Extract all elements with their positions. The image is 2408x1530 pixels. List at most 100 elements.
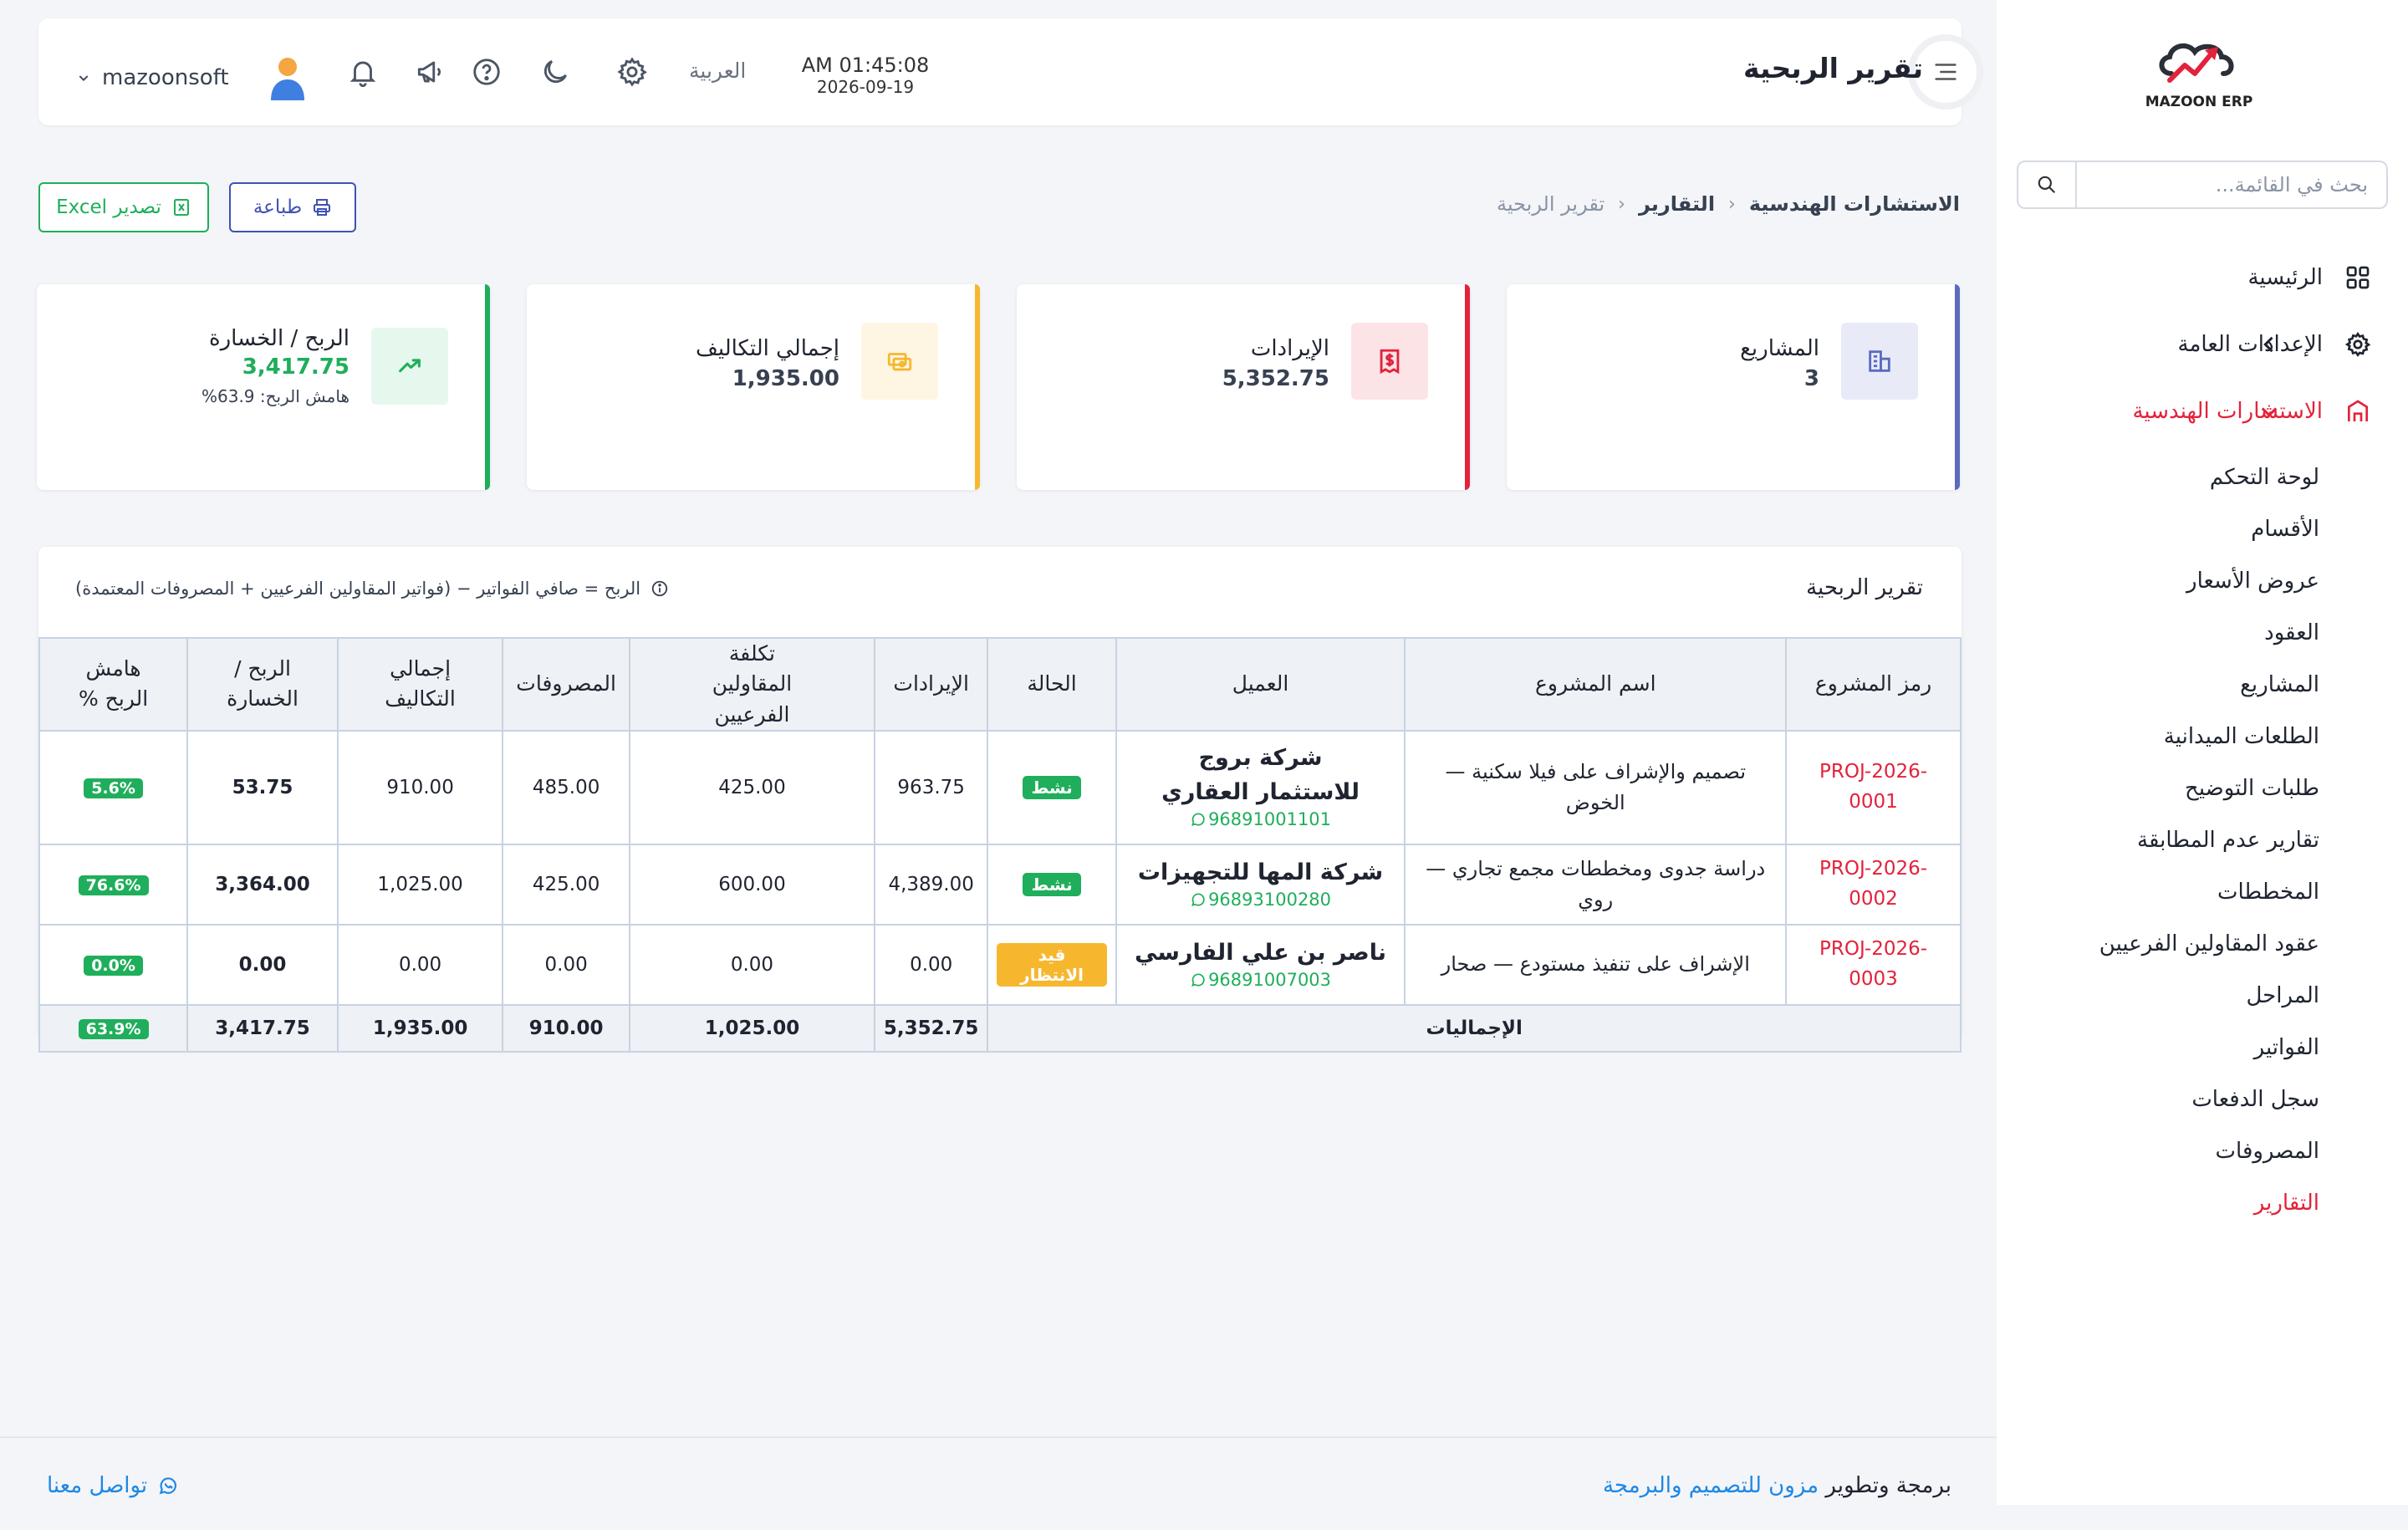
column-header[interactable]: المصروفات [502,637,630,732]
help-button[interactable] [468,54,505,90]
kpi-label: المشاريع [1740,336,1819,361]
sidebar-subitem-rfis[interactable]: طلبات التوضيح [2185,776,2319,801]
sidebar-subitem-subcontracts[interactable]: عقود المقاولين الفرعيين [2099,931,2319,956]
column-header[interactable]: الحالة [987,637,1117,732]
kpi-revenue-card: الإيرادات 5,352.75 [1017,284,1470,490]
sidebar-search-input[interactable] [2077,162,2386,207]
page-title: تقرير الربحية [1743,52,1923,84]
kpi-value: 1,935.00 [732,366,839,391]
client-name: شركة بروج للاستثمار العقاري [1161,745,1360,805]
sidebar-subitem-phases[interactable]: المراحل [2246,983,2319,1008]
subcontractors-cell: 600.00 [629,843,875,926]
sidebar-item-engineering[interactable]: الاستشارات الهندسية [1997,378,2408,445]
footer-credit-prefix: برمجة وتطوير [1825,1473,1951,1498]
column-header[interactable]: اسم المشروع [1404,637,1788,732]
breadcrumb-item-engineering[interactable]: الاستشارات الهندسية [1748,192,1960,216]
project-code-cell[interactable]: PROJ-2026-0002 [1785,843,1962,926]
kpi-accent-bar [485,284,490,490]
search-icon[interactable] [2018,162,2077,207]
logo[interactable]: MAZOON ERP [2140,33,2258,117]
margin-badge: 0.0% [84,955,143,976]
margin-badge: 5.6% [84,778,143,798]
building-icon [1841,323,1918,400]
sidebar-item-label: الرئيسية [2247,265,2323,290]
top-header: تقرير الربحية AM 01:45:08 2026-09-19 الع… [38,18,1983,125]
language-switch[interactable]: العربية [689,59,747,83]
whatsapp-icon [1191,893,1205,906]
settings-button[interactable] [614,54,650,90]
print-button-label: طباعة [253,196,303,218]
notifications-button[interactable] [344,54,381,90]
margin-badge: 63.9% [78,1018,149,1039]
whatsapp-icon [1191,973,1205,987]
margin-badge: 76.6% [78,875,149,895]
contact-us-label: تواصل معنا [47,1473,148,1498]
sidebar-subnav: لوحة التحكم الأقسام عروض الأسعار العقود … [1997,451,2408,1229]
sidebar-subitem-expenses[interactable]: المصروفات [2215,1139,2319,1164]
moon-icon [543,60,567,84]
sidebar-item-general-settings[interactable]: الإعدادات العامة [1997,311,2408,378]
column-header[interactable]: تكلفة المقاولين الفرعيين [629,637,875,732]
menu-toggle-button[interactable] [1908,34,1983,110]
profit-cell: 0.00 [186,923,339,1006]
menu-icon [1935,64,1956,80]
expenses-cell: 485.00 [502,729,630,845]
export-excel-button[interactable]: تصدير Excel [38,182,209,232]
margin-cell: 5.6% [38,729,189,845]
building-icon [2341,395,2375,428]
breadcrumb-item-reports[interactable]: التقارير [1638,192,1716,216]
project-code[interactable]: PROJ-2026-0002 [1819,858,1928,910]
sidebar-subitem-reports[interactable]: التقارير [2253,1191,2319,1216]
chevron-down-icon [2261,407,2278,417]
column-header[interactable]: العميل [1115,637,1406,732]
client-phone-number: 96891007003 [1208,970,1332,990]
project-name-cell: الإشراف على تنفيذ مستودع — صحار [1404,923,1788,1006]
table-row[interactable]: PROJ-2026-0001 تصميم والإشراف على فيلا س… [38,729,1962,845]
column-header[interactable]: هامش الربح % [38,637,189,732]
sidebar-subitem-ncr[interactable]: تقارير عدم المطابقة [2137,828,2319,853]
chevron-down-icon [79,75,89,81]
column-header[interactable]: إجمالي التكاليف [336,637,504,732]
footer-company-link[interactable]: مزون للتصميم والبرمجة [1602,1473,1819,1498]
column-header[interactable]: الإيرادات [873,637,989,732]
sidebar-subitem-site-visits[interactable]: الطلعات الميدانية [2163,724,2319,749]
project-code-cell[interactable]: PROJ-2026-0003 [1785,923,1962,1006]
kpi-label: الربح / الخسارة [208,326,349,351]
sidebar-subitem-departments[interactable]: الأقسام [2251,517,2319,542]
footer: برمجة وتطوير مزون للتصميم والبرمجة تواصل… [0,1436,1997,1530]
sidebar-subitem-projects[interactable]: المشاريع [2240,672,2319,697]
breadcrumb: الاستشارات الهندسية ‹ التقارير ‹ تقرير ا… [1497,192,1960,216]
sidebar-nav: الرئيسية الإعدادات العامة الاستشارات اله… [1997,244,2408,1229]
client-phone[interactable]: 96893100280 [1190,890,1331,910]
dark-mode-button[interactable] [537,54,574,90]
column-header[interactable]: رمز المشروع [1785,637,1962,732]
cash-icon [861,323,938,400]
totals-label: الإجماليات [987,1003,1962,1053]
sidebar-item-home[interactable]: الرئيسية [1997,244,2408,311]
profitability-report-panel: تقرير الربحية الربح = صافي الفواتير − (ف… [38,547,1962,1053]
project-code-cell[interactable]: PROJ-2026-0001 [1785,729,1962,845]
sidebar-subitem-quotations[interactable]: عروض الأسعار [2186,569,2319,594]
client-phone[interactable]: 96891001101 [1190,809,1331,829]
client-cell: شركة بروج للاستثمار العقاري 96891001101 [1115,729,1406,845]
clock-date: 2026-09-19 [816,77,915,97]
kpi-projects-card: المشاريع 3 [1507,284,1960,490]
project-code[interactable]: PROJ-2026-0003 [1819,938,1928,990]
sidebar-subitem-dashboard[interactable]: لوحة التحكم [2209,465,2319,490]
contact-us-link[interactable]: تواصل معنا [47,1473,179,1498]
sidebar-subitem-contracts[interactable]: العقود [2264,620,2319,645]
project-code[interactable]: PROJ-2026-0001 [1819,761,1928,813]
invoice-icon [1351,323,1428,400]
client-phone[interactable]: 96891007003 [1190,970,1331,990]
table-row[interactable]: PROJ-2026-0003 الإشراف على تنفيذ مستودع … [38,923,1962,1006]
announcements-button[interactable] [411,54,448,90]
table-row[interactable]: PROJ-2026-0002 دراسة جدوى ومخططات مجمع ت… [38,843,1962,926]
gear-icon [2341,328,2375,361]
user-menu[interactable]: mazoonsoft [77,55,308,100]
breadcrumb-current: تقرير الربحية [1497,192,1605,216]
sidebar-subitem-payments[interactable]: سجل الدفعات [2191,1087,2319,1112]
sidebar-subitem-invoices[interactable]: الفواتير [2253,1035,2319,1060]
sidebar-subitem-drawings[interactable]: المخططات [2217,880,2319,905]
print-button[interactable]: طباعة [229,182,356,232]
column-header[interactable]: الربح / الخسارة [186,637,339,732]
